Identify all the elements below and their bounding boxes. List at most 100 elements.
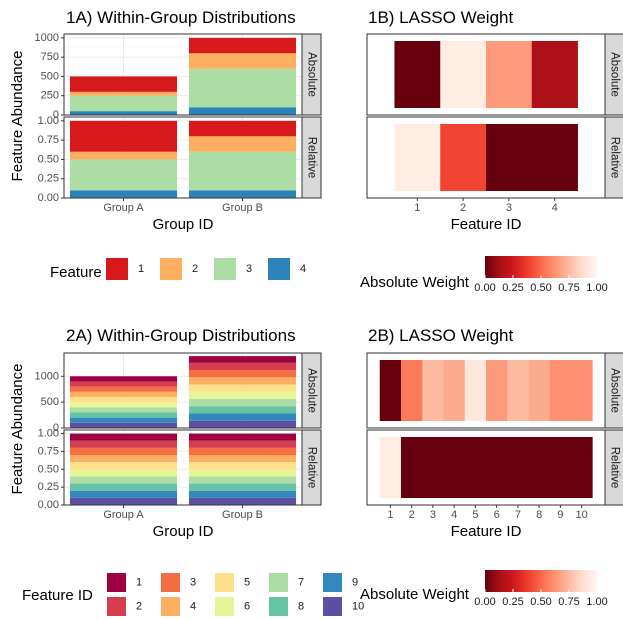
facet-1A-relative-y-tick-label: 0.75 [38, 134, 59, 146]
colorbar-1B [485, 256, 597, 278]
y-axis-label-2A: Feature Abundance [9, 364, 26, 495]
bar-1A-relative-group-b-feature-4 [188, 190, 297, 198]
legend-key-1A-feature-2 [160, 258, 182, 280]
panel-title-1B: 1B) LASSO Weight [368, 8, 513, 27]
y-axis-label-1A: Feature Abundance [9, 51, 26, 182]
bar-2A-relative-group-a-feature-10 [69, 497, 178, 505]
facet-1B-absolute-strip [604, 33, 623, 116]
heat-cell-1B-absolute-feature-4 [531, 41, 578, 108]
heat-cell-2B-absolute-feature-6 [486, 360, 508, 421]
x-tick-label-2B: 9 [557, 509, 563, 521]
x-tick-label-2B: 2 [409, 509, 415, 521]
bar-2A-relative-group-a-feature-2 [69, 440, 178, 448]
x-tick-label-2B: 8 [536, 509, 542, 521]
legend-key-2A-feature-5 [215, 573, 234, 592]
bar-2A-absolute-group-b-feature-5 [188, 384, 297, 392]
bar-1A-absolute-group-b-feature-1 [188, 37, 297, 54]
heat-cell-2B-relative-feature-9 [549, 437, 572, 498]
colorbar-tick-label-2B: 0.50 [530, 596, 551, 608]
facet-2A-relative-y-tick-label: 1.00 [38, 428, 59, 440]
bar-2A-relative-group-a-feature-5 [69, 462, 178, 470]
facet-2A-relative-y-tick-label: 0.50 [38, 463, 59, 475]
bar-2A-absolute-group-a-feature-4 [69, 391, 178, 397]
bar-2A-relative-group-b-feature-5 [188, 462, 297, 470]
bar-2A-relative-group-b-feature-7 [188, 476, 297, 484]
legend-key-1A-feature-1 [106, 258, 128, 280]
x-tick-label-2B: 7 [515, 509, 521, 521]
bar-2A-absolute-group-b-feature-4 [188, 377, 297, 385]
heat-cell-1B-absolute-feature-2 [440, 41, 487, 108]
legend-title-2A: Feature ID [22, 587, 93, 604]
heat-cell-2B-relative-feature-7 [507, 437, 529, 498]
heat-cell-1B-absolute-feature-3 [486, 41, 533, 108]
facet-1B-absolute-strip-label: Absolute [609, 52, 621, 97]
bar-2A-absolute-group-a-feature-5 [69, 396, 178, 403]
heat-cell-1B-absolute-feature-1 [394, 41, 441, 108]
legend-label-2A-feature-5: 5 [244, 577, 250, 589]
facet-1A-relative-y-tick-label: 0.25 [38, 173, 59, 185]
legend-label-2A-feature-4: 4 [190, 601, 196, 613]
legend-label-1A-feature-3: 3 [246, 263, 252, 275]
bar-1A-absolute-group-a-feature-3 [69, 95, 178, 112]
bar-2A-relative-group-b-feature-2 [188, 440, 297, 448]
facet-1A-relative-strip-label: Relative [306, 137, 318, 179]
x-tick-label-2B: 1 [387, 509, 393, 521]
legend-key-2A-feature-4 [161, 597, 180, 616]
bar-1A-relative-group-b-feature-3 [188, 151, 297, 191]
colorbar-title-1B: Absolute Weight [360, 274, 470, 291]
facet-1A-absolute-y-tick-label: 250 [41, 90, 59, 102]
legend-key-2A-feature-1 [107, 573, 126, 592]
heat-cell-2B-relative-feature-5 [464, 437, 487, 498]
heat-cell-2B-absolute-feature-8 [528, 360, 551, 421]
facet-2B-relative-strip-label: Relative [609, 447, 621, 489]
facet-2A-relative-y-tick-label: 0.00 [38, 499, 59, 511]
facet-2A-absolute-strip [301, 352, 322, 429]
legend-label-2A-feature-1: 1 [136, 577, 142, 589]
bar-2A-absolute-group-b-feature-3 [188, 370, 297, 378]
bar-2A-relative-group-b-feature-9 [188, 490, 297, 498]
colorbar-title-2B: Absolute Weight [360, 586, 470, 603]
legend-label-2A-feature-7: 7 [298, 577, 304, 589]
colorbar-tick-label-1B: 0.75 [558, 282, 579, 294]
heat-cell-1B-relative-feature-4 [531, 124, 578, 191]
bar-1A-relative-group-a-feature-2 [69, 151, 178, 160]
heat-cell-2B-absolute-feature-1 [379, 360, 402, 421]
facet-2A-absolute-y-tick-label: 1000 [35, 370, 59, 382]
bar-2A-relative-group-a-feature-9 [69, 490, 178, 498]
heat-cell-1B-relative-feature-3 [486, 124, 533, 191]
bar-2A-absolute-group-a-feature-3 [69, 386, 178, 392]
legend-key-2A-feature-8 [269, 597, 288, 616]
heat-cell-2B-relative-feature-3 [422, 437, 444, 498]
legend-label-2A-feature-2: 2 [136, 601, 142, 613]
facet-1A-relative-y-tick-label: 0.50 [38, 153, 59, 165]
legend-label-2A-feature-3: 3 [190, 577, 196, 589]
colorbar-tick-label-2B: 0.25 [502, 596, 523, 608]
bar-2A-relative-group-b-feature-3 [188, 447, 297, 455]
heat-cell-2B-absolute-feature-10 [571, 360, 593, 421]
legend-key-2A-feature-7 [269, 573, 288, 592]
bar-2A-relative-group-b-feature-4 [188, 455, 297, 463]
bar-2A-relative-group-b-feature-10 [188, 497, 297, 505]
heat-cell-1B-relative-feature-2 [440, 124, 487, 191]
bar-2A-absolute-group-b-feature-7 [188, 399, 297, 407]
bar-2A-relative-group-a-feature-3 [69, 447, 178, 455]
x-axis-label-1A: Group ID [153, 216, 214, 233]
x-tick-label-2A: Group B [222, 509, 263, 521]
legend-key-1A-feature-3 [214, 258, 236, 280]
x-tick-label-2A: Group A [103, 509, 144, 521]
x-tick-label-1B: 2 [460, 202, 466, 214]
facet-2A-relative-strip [301, 429, 322, 506]
legend-label-2A-feature-8: 8 [298, 601, 304, 613]
x-tick-label-1B: 4 [552, 202, 558, 214]
colorbar-tick-label-1B: 0.00 [474, 282, 495, 294]
facet-2A-absolute-y-tick-label: 0 [53, 422, 59, 434]
x-tick-label-2B: 4 [451, 509, 457, 521]
facet-1A-absolute-strip [301, 33, 322, 116]
bar-1A-absolute-group-b-feature-3 [188, 68, 297, 108]
bar-2A-absolute-group-a-feature-1 [69, 376, 178, 382]
heat-cell-2B-absolute-feature-9 [549, 360, 572, 421]
facet-2A-relative-strip-label: Relative [306, 447, 318, 489]
bar-1A-relative-group-b-feature-2 [188, 136, 297, 152]
x-tick-label-2B: 10 [576, 509, 588, 521]
